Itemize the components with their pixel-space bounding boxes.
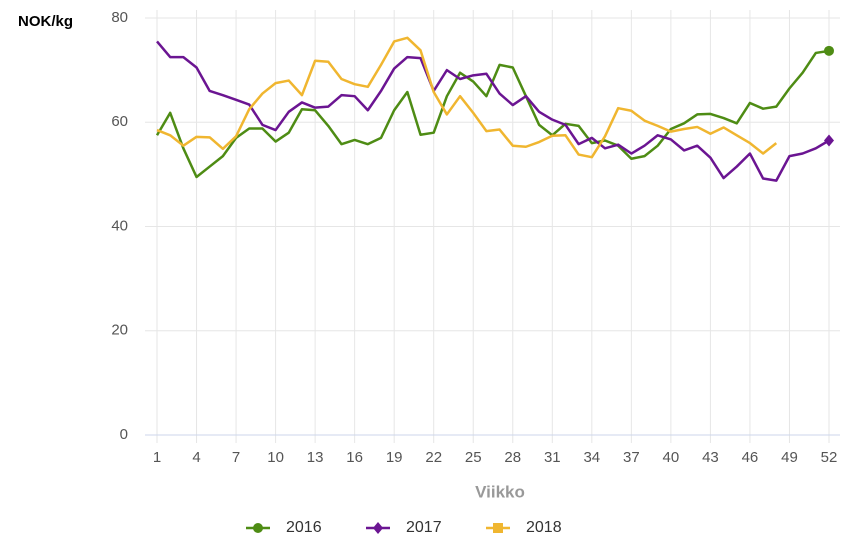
x-tick-label: 31 (544, 449, 561, 466)
series-line (155, 49, 830, 179)
y-axis-label: NOK/kg (18, 13, 73, 30)
legend-marker (493, 523, 503, 533)
series-line (156, 40, 830, 182)
end-marker (824, 134, 834, 147)
x-tick-label: 49 (781, 449, 798, 466)
x-tick-label: 40 (663, 449, 680, 466)
x-tick-label: 46 (742, 449, 759, 466)
y-tick-label: 20 (111, 322, 128, 339)
x-tick-label: 25 (465, 449, 482, 466)
x-tick-label: 22 (425, 449, 442, 466)
x-axis-label: Viikko (475, 482, 525, 501)
legend-label: 2016 (286, 519, 322, 536)
x-tick-label: 52 (821, 449, 838, 466)
x-tick-label: 16 (346, 449, 363, 466)
end-marker (824, 45, 834, 56)
legend-marker (253, 523, 263, 533)
x-tick-label: 37 (623, 449, 640, 466)
legend-marker (373, 522, 383, 534)
x-tick-label: 7 (232, 449, 240, 466)
x-tick-label: 13 (307, 449, 324, 466)
legend-label: 2018 (526, 519, 562, 536)
y-tick-label: 0 (120, 426, 128, 443)
x-tick-label: 19 (386, 449, 403, 466)
y-tick-label: 60 (111, 113, 128, 130)
x-tick-label: 10 (267, 449, 284, 466)
x-tick-label: 1 (153, 449, 161, 466)
series-line (156, 36, 778, 159)
x-tick-label: 34 (583, 449, 600, 466)
y-tick-label: 40 (111, 217, 128, 234)
legend-label: 2017 (406, 519, 442, 536)
x-tick-label: 43 (702, 449, 719, 466)
x-tick-label: 28 (504, 449, 521, 466)
x-tick-label: 4 (192, 449, 200, 466)
y-tick-label: 80 (111, 9, 128, 26)
